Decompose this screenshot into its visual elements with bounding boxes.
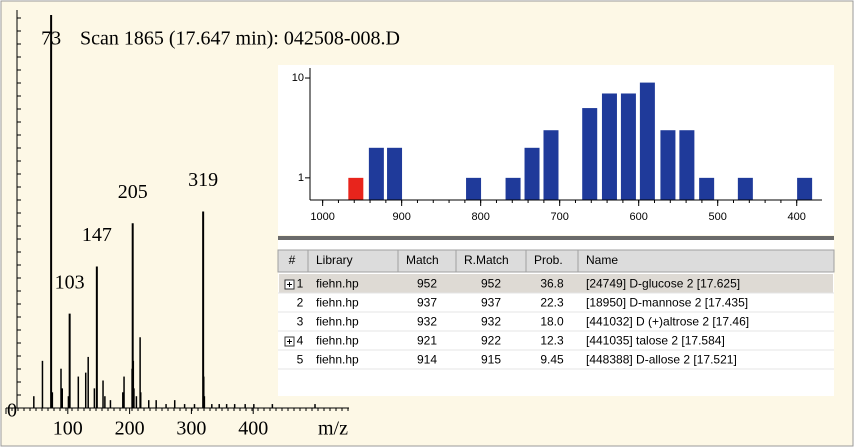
x-tick-label: 800: [471, 211, 489, 223]
bar: [543, 130, 559, 200]
table-cell: 914: [417, 353, 437, 367]
chart-title: Scan 1865 (17.647 min): 042508-008.D: [80, 28, 400, 50]
bar: [505, 177, 521, 200]
table-cell: 937: [417, 296, 437, 310]
bar: [660, 130, 676, 200]
table-cell: 22.3: [540, 296, 564, 310]
x-tick-label: 200: [115, 418, 145, 440]
y-tick-label: 1: [298, 172, 304, 184]
table-cell: 9.45: [540, 353, 564, 367]
bar: [466, 177, 482, 200]
table-cell: 12.3: [540, 334, 564, 348]
column-header: #: [289, 253, 296, 267]
table-cell: 5: [297, 353, 304, 367]
table-cell: 932: [417, 315, 437, 329]
peak-label: 73: [41, 28, 61, 50]
table-cell: 922: [481, 334, 501, 348]
table-cell: [441032] D (+)altrose 2 [17.46]: [586, 315, 749, 329]
bar: [387, 147, 403, 200]
bar: [524, 147, 540, 200]
table-cell: 2: [297, 296, 304, 310]
column-header: Match: [406, 253, 439, 267]
x-tick-label: 900: [392, 211, 410, 223]
table-cell: 932: [481, 315, 501, 329]
table-cell: 4: [297, 334, 304, 348]
expand-icon[interactable]: [284, 336, 295, 347]
column-header: Library: [316, 253, 353, 267]
bar: [348, 177, 364, 200]
bar: [620, 93, 636, 200]
selected-row: [279, 274, 833, 293]
table-cell: fiehn.hp: [316, 334, 359, 348]
bar: [797, 177, 813, 200]
table-cell: 937: [481, 296, 501, 310]
bar: [737, 177, 753, 200]
x-tick-label: 300: [176, 418, 206, 440]
x-tick-label: 400: [238, 418, 268, 440]
x-tick-label: 600: [630, 211, 648, 223]
table-cell: 952: [481, 277, 501, 291]
x-axis-label: m/z: [318, 418, 348, 440]
column-header: Prob.: [534, 253, 563, 267]
table-cell: 18.0: [540, 315, 564, 329]
table-cell: fiehn.hp: [316, 353, 359, 367]
bar: [679, 130, 695, 200]
table-cell: [441035] talose 2 [17.584]: [586, 334, 725, 348]
x-tick-label: 100: [53, 418, 83, 440]
table-header: [277, 249, 835, 273]
bar: [601, 93, 617, 200]
table-cell: 1: [297, 277, 304, 291]
bar: [699, 177, 715, 200]
table-cell: [24749] D-glucose 2 [17.625]: [586, 277, 740, 291]
table-cell: [448388] D-allose 2 [17.521]: [586, 353, 737, 367]
table-cell: fiehn.hp: [316, 296, 359, 310]
peak-label: 103: [55, 271, 85, 293]
y-tick-label: 10: [292, 72, 304, 84]
table-cell: 952: [417, 277, 437, 291]
column-header: R.Match: [464, 253, 509, 267]
column-header: Name: [586, 253, 618, 267]
bar: [368, 147, 384, 200]
bar: [582, 108, 598, 200]
expand-icon[interactable]: [284, 279, 295, 290]
table-cell: 915: [481, 353, 501, 367]
table-cell: 3: [297, 315, 304, 329]
table-cell: 921: [417, 334, 437, 348]
x-tick-label: 400: [788, 211, 806, 223]
x-tick-label: 700: [550, 211, 568, 223]
table-cell: fiehn.hp: [316, 277, 359, 291]
peak-label: 205: [118, 181, 148, 203]
x-tick-label: 1000: [310, 211, 334, 223]
splitter: [278, 236, 834, 240]
table-cell: fiehn.hp: [316, 315, 359, 329]
peak-label: 147: [82, 224, 112, 246]
peak-label: 319: [188, 169, 218, 191]
table-cell: 36.8: [540, 277, 564, 291]
x-tick-label: 500: [709, 211, 727, 223]
table-cell: [18950] D-mannose 2 [17.435]: [586, 296, 748, 310]
bar: [639, 82, 655, 200]
